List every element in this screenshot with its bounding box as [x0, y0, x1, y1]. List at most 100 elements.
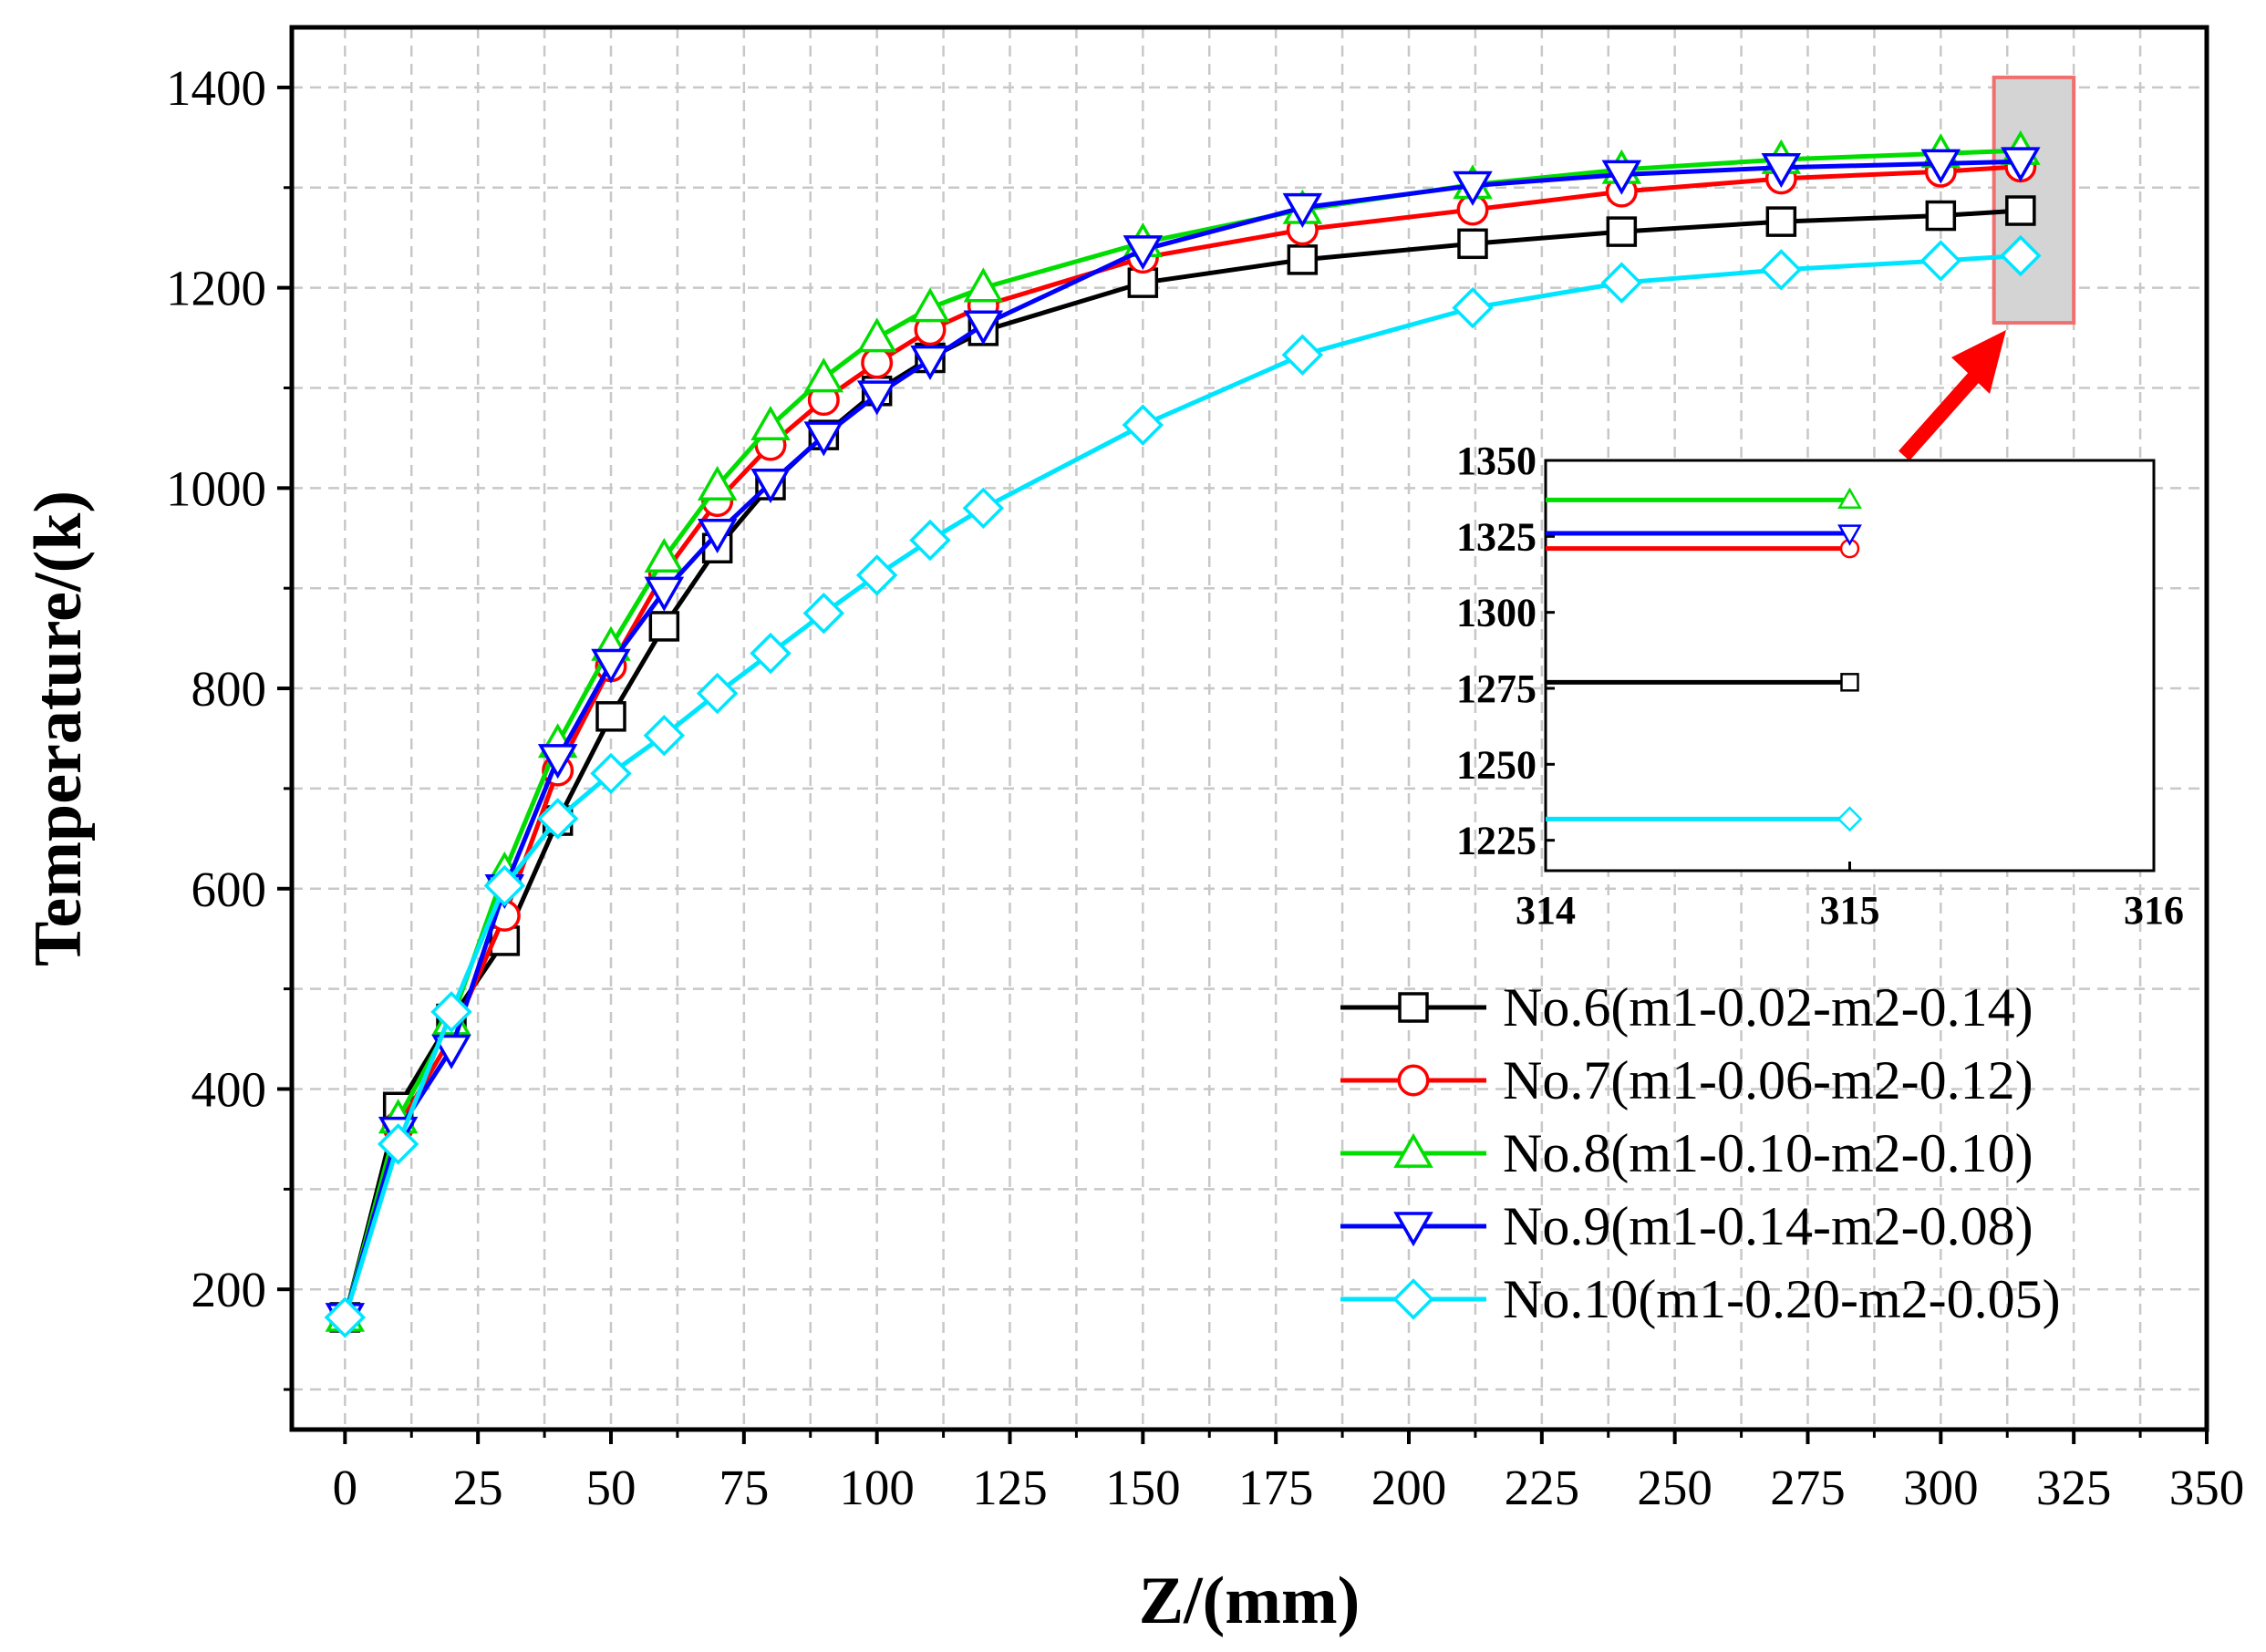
- data-point: [483, 864, 526, 907]
- grid-lines: [292, 27, 2209, 1430]
- arrow-head-icon: [1951, 330, 2006, 394]
- x-tick-label: 350: [2169, 1460, 2245, 1515]
- data-point: [909, 519, 951, 562]
- x-axis-title: Z/(mm): [1139, 1564, 1361, 1638]
- inset-data-point: [1837, 487, 1862, 510]
- data-point: [1122, 404, 1164, 446]
- data-point: [1452, 286, 1494, 329]
- series-line: [342, 148, 2021, 1318]
- legend-label: No.9(m1-0.14-m2-0.08): [1503, 1196, 2033, 1256]
- data-point: [855, 554, 898, 596]
- data-point: [536, 798, 579, 840]
- y-tick-label: 1400: [166, 60, 266, 116]
- inset-y-tick-label: 1225: [1456, 819, 1537, 863]
- data-point: [802, 592, 845, 635]
- y-axis-title: Temperature/(k): [21, 490, 96, 966]
- legend-marker: [1392, 1278, 1434, 1320]
- y-tick-label: 1200: [166, 261, 266, 316]
- y-tick-label: 200: [191, 1262, 267, 1317]
- data-point: [1919, 240, 1962, 282]
- data-point: [1925, 200, 1957, 232]
- inset-series-5: [1546, 806, 1863, 832]
- inset-series-2: [1546, 538, 1860, 559]
- data-point: [1287, 244, 1319, 275]
- x-tick-label: 25: [453, 1460, 503, 1515]
- y-tick-label: 1000: [166, 460, 266, 516]
- legend-item: No.9(m1-0.14-m2-0.08): [1340, 1196, 2033, 1256]
- data-point: [1761, 152, 1802, 189]
- inset-data-point: [1837, 524, 1862, 546]
- data-point: [696, 672, 739, 715]
- data-point: [1601, 160, 1642, 195]
- data-point: [431, 1034, 471, 1069]
- series-5: [324, 234, 2042, 1338]
- data-point: [2000, 234, 2042, 277]
- data-point: [2001, 147, 2041, 182]
- legend-item: No.6(m1-0.02-m2-0.14): [1340, 977, 2033, 1038]
- data-point: [803, 357, 844, 393]
- data-point: [1765, 206, 1797, 237]
- data-point: [430, 991, 472, 1033]
- data-point: [750, 632, 792, 675]
- inset-data-point: [1840, 673, 1859, 692]
- inset-series-4: [1546, 524, 1862, 546]
- data-point: [590, 752, 632, 795]
- legend-label: No.8(m1-0.10-m2-0.10): [1503, 1123, 2033, 1183]
- data-point: [1453, 170, 1493, 206]
- inset-y-tick-label: 1275: [1456, 666, 1537, 711]
- legend-label: No.6(m1-0.02-m2-0.14): [1503, 977, 2033, 1038]
- x-tick-label: 250: [1637, 1460, 1712, 1515]
- legend-marker: [1393, 1212, 1433, 1247]
- arrow-shaft: [1899, 368, 1982, 461]
- inset-series-1: [1546, 673, 1859, 692]
- legend-marker: [1393, 1132, 1433, 1168]
- legend-item: No.10(m1-0.20-m2-0.05): [1340, 1269, 2061, 1329]
- data-point: [324, 1296, 367, 1338]
- inset-y-tick-label: 1350: [1456, 439, 1537, 483]
- legend-item: No.7(m1-0.06-m2-0.12): [1340, 1050, 2033, 1110]
- inset-x-tick-label: 315: [1820, 888, 1880, 933]
- data-point: [537, 744, 578, 780]
- inset-series-3: [1546, 487, 1862, 510]
- legend-item: No.8(m1-0.10-m2-0.10): [1340, 1123, 2033, 1183]
- x-tick-label: 100: [839, 1460, 915, 1515]
- y-tick-label: 800: [191, 661, 267, 717]
- data-point: [1123, 235, 1164, 271]
- inset-x-tick-label: 316: [2124, 888, 2184, 933]
- legend-label: No.7(m1-0.06-m2-0.12): [1503, 1050, 2033, 1110]
- data-point: [1600, 262, 1643, 304]
- data-point: [1457, 228, 1488, 260]
- data-point: [1281, 334, 1324, 376]
- x-tick-label: 200: [1371, 1460, 1447, 1515]
- data-point: [963, 267, 1004, 303]
- data-point: [2005, 195, 2036, 226]
- data-point: [648, 611, 680, 642]
- data-point: [591, 648, 631, 684]
- x-tick-label: 150: [1105, 1460, 1181, 1515]
- x-tick-label: 225: [1505, 1460, 1580, 1515]
- data-point: [697, 465, 738, 501]
- x-tick-label: 275: [1770, 1460, 1846, 1515]
- inset-y-tick-label: 1250: [1456, 742, 1537, 787]
- data-point: [861, 346, 894, 379]
- legend-label: No.10(m1-0.20-m2-0.05): [1503, 1269, 2061, 1329]
- x-tick-label: 300: [1903, 1460, 1979, 1515]
- data-point: [856, 380, 897, 416]
- series-4: [325, 147, 2041, 1338]
- data-point: [643, 714, 686, 757]
- legend: No.6(m1-0.02-m2-0.14) No.7(m1-0.06-m2-0.1…: [1340, 977, 2061, 1329]
- data-point: [595, 701, 626, 732]
- y-tick-label: 600: [191, 862, 267, 917]
- inset-data-point: [1837, 806, 1863, 832]
- data-point: [750, 405, 791, 441]
- y-tick-label: 400: [191, 1061, 267, 1117]
- data-point: [750, 469, 791, 504]
- data-point: [377, 1123, 419, 1165]
- legend-marker: [1398, 992, 1429, 1023]
- data-point: [910, 345, 950, 381]
- data-point: [963, 310, 1004, 346]
- axis-ticks: 0 25 50 75 100 125 150 175 200 225 250 275 300 325 350…: [166, 60, 2244, 1515]
- inset-x-tick-label: 314: [1516, 888, 1576, 933]
- data-point: [644, 576, 685, 612]
